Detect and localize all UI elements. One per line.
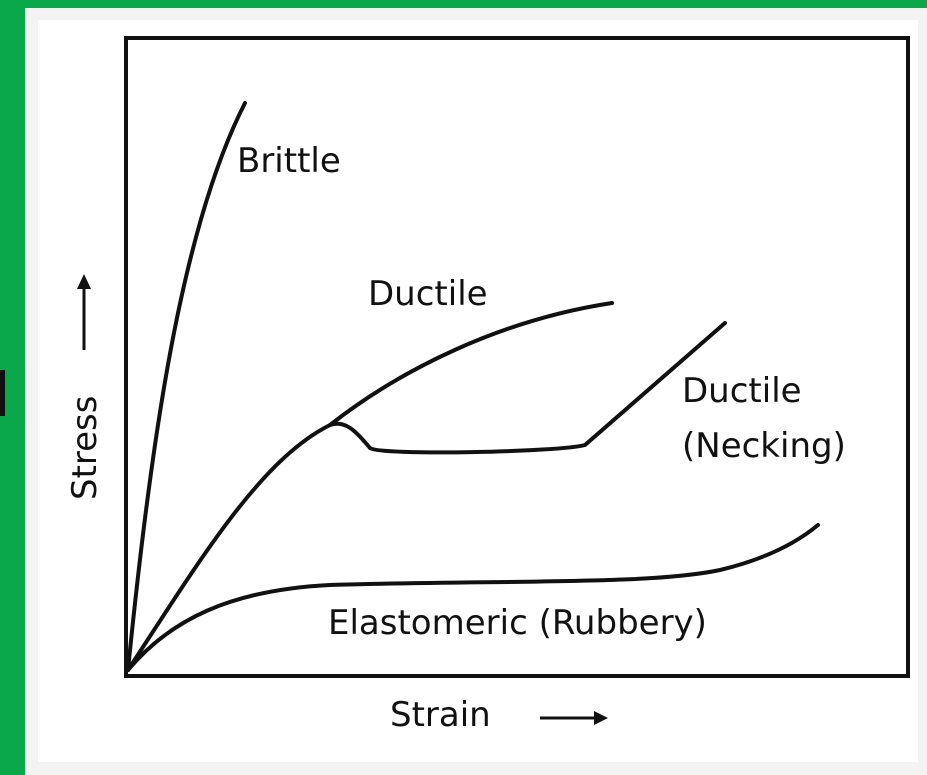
- brittle-curve: [126, 101, 247, 672]
- necking-curve: [328, 321, 727, 455]
- plot-box: [124, 36, 910, 678]
- y-arrowhead: [77, 274, 91, 289]
- y-axis-label: Stress: [65, 396, 105, 501]
- x-axis-label: Strain: [390, 695, 491, 735]
- curve-sublabel: (Necking): [682, 426, 846, 466]
- curve-label: Ductile: [682, 371, 802, 411]
- edge-mark: [0, 370, 5, 416]
- curve-label: Elastomeric (Rubbery): [328, 603, 707, 643]
- x-arrowhead: [594, 711, 608, 725]
- curve-label: Ductile: [368, 274, 488, 314]
- panel-inner: [38, 20, 918, 762]
- elastomeric-curve: [126, 523, 820, 672]
- curve-label: Brittle: [237, 141, 341, 181]
